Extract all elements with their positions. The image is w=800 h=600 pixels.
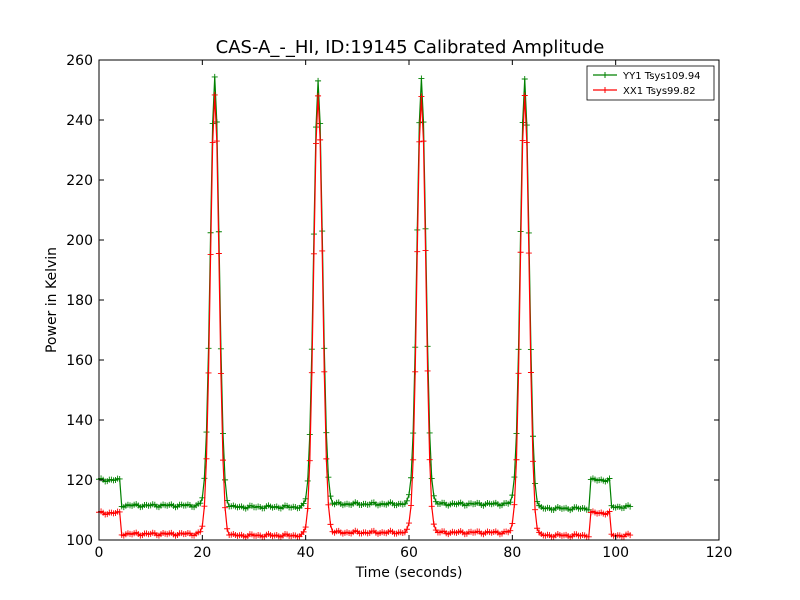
x-tick-label: 100 [602,545,629,561]
y-tick-label: 220 [66,173,93,189]
x-axis-label: Time (seconds) [355,565,463,581]
legend: YY1 Tsys109.94 XX1 Tsys99.82 [586,65,715,101]
legend-entry: YY1 Tsys109.94 [622,71,701,82]
x-tick-label: 0 [95,545,104,561]
y-tick-label: 120 [66,473,93,489]
y-tick-label: 260 [66,53,93,69]
x-tick-label: 40 [297,545,315,561]
x-tick-label: 80 [503,545,521,561]
legend-marker [602,72,608,78]
axes-layer: 0 20 40 60 80 100 120 100 120 140 160 180 200 220 240 2… [66,53,732,561]
series-xx1 [96,91,634,541]
legend-entry: XX1 Tsys99.82 [623,86,696,97]
series-layer [96,73,634,541]
y-tick-label: 100 [66,533,93,549]
y-tick-label: 140 [66,413,93,429]
y-tick-label: 160 [66,353,93,369]
y-tick-label: 240 [66,113,93,129]
y-tick-label: 180 [66,293,93,309]
x-tick-label: 60 [400,545,418,561]
chart-title: CAS-A_-_HI, ID:19145 Calibrated Amplitud… [216,37,605,58]
legend-box [586,65,715,101]
legend-marker [602,87,608,93]
x-tick-label: 20 [193,545,211,561]
y-axis-label: Power in Kelvin [44,247,60,353]
y-tick-label: 200 [66,233,93,249]
x-tick-label: 120 [706,545,733,561]
